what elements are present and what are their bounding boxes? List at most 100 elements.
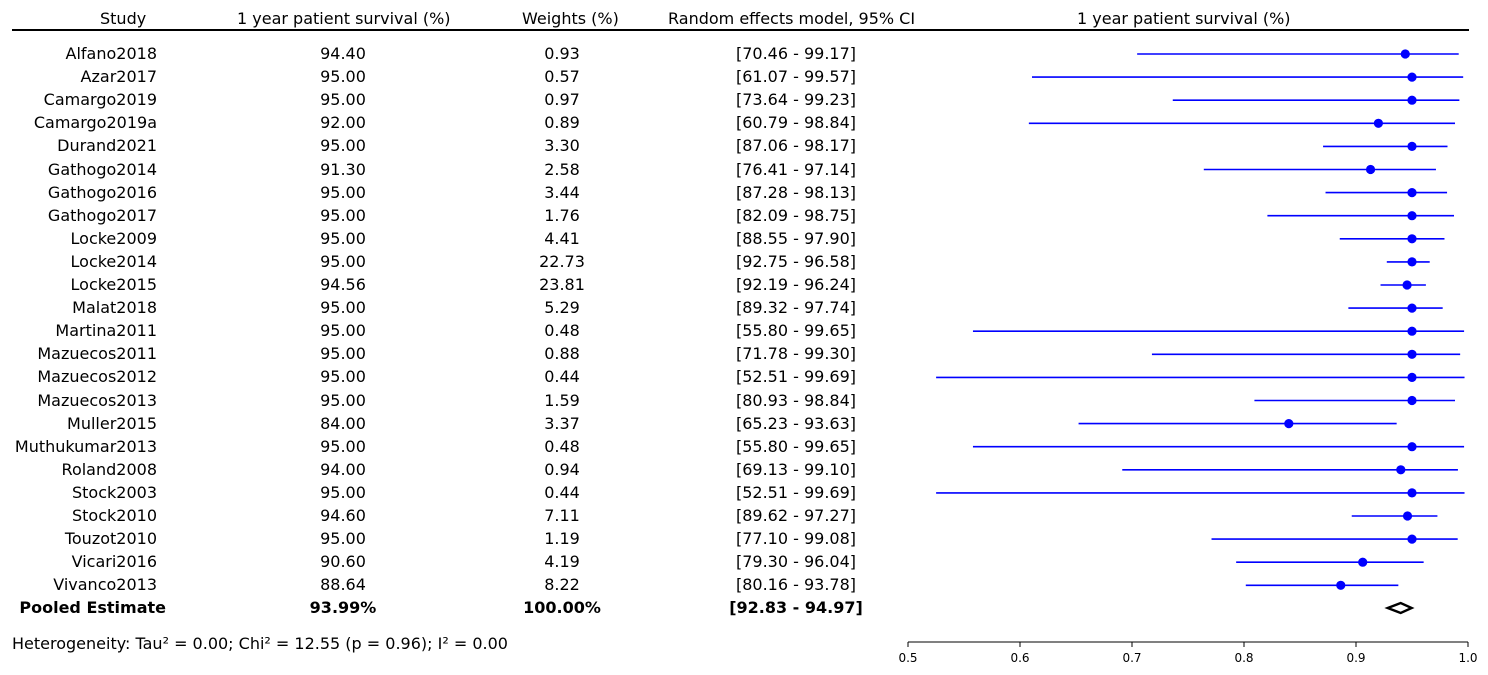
ci-value: [69.13 - 99.10] — [735, 459, 857, 479]
point-estimate — [1407, 372, 1417, 382]
survival-value: 95.00 — [320, 298, 366, 318]
study-name: Locke2014 — [70, 251, 157, 271]
ci-value: [52.51 - 99.69] — [735, 482, 857, 502]
study-name: Gathogo2016 — [47, 182, 157, 202]
study-name: Mazuecos2013 — [37, 390, 157, 410]
survival-value: 95.00 — [320, 251, 366, 271]
ci-value: [55.80 - 99.65] — [735, 436, 857, 456]
point-estimate — [1407, 349, 1417, 359]
ci-value: [79.30 - 96.04] — [735, 552, 857, 572]
header-survival: 1 year patient survival (%) — [237, 9, 451, 28]
x-tick-label: 0.7 — [1122, 651, 1141, 665]
ci-value: [60.79 - 98.84] — [735, 113, 857, 133]
ci-value: [92.19 - 96.24] — [735, 275, 857, 294]
point-estimate — [1396, 465, 1406, 475]
survival-value: 95.00 — [320, 205, 366, 225]
point-estimate — [1407, 188, 1417, 198]
weight-value: 0.97 — [544, 90, 580, 110]
study-name: Durand2021 — [57, 136, 157, 156]
ci-value: [61.07 - 99.57] — [735, 67, 857, 87]
ci-value: [89.62 - 97.27] — [735, 506, 857, 525]
weight-value: 1.76 — [544, 205, 580, 225]
pooled-diamond — [1384, 601, 1415, 615]
point-estimate — [1373, 118, 1383, 128]
point-estimate — [1402, 280, 1412, 290]
point-estimate — [1407, 326, 1417, 336]
ci-value: [92.75 - 96.58] — [735, 251, 857, 271]
ci-value: [73.64 - 99.23] — [735, 90, 857, 110]
study-name: Azar2017 — [80, 67, 157, 87]
weight-value: 0.88 — [544, 344, 580, 364]
weight-value: 0.93 — [544, 44, 580, 63]
survival-value: 94.60 — [320, 506, 366, 525]
weight-value: 3.37 — [544, 413, 580, 433]
study-name: Malat2018 — [72, 298, 157, 318]
ci-value: [76.41 - 97.14] — [735, 159, 857, 179]
study-name: Touzot2010 — [64, 529, 157, 549]
point-estimate — [1284, 419, 1294, 429]
ci-value: [70.46 - 99.17] — [735, 44, 857, 63]
weight-value: 0.44 — [544, 482, 580, 502]
study-name: Mazuecos2011 — [37, 344, 157, 364]
header-weights: Weights (%) — [522, 9, 619, 28]
study-name: Camargo2019 — [43, 90, 157, 110]
point-estimate — [1407, 257, 1417, 267]
survival-value: 91.30 — [320, 159, 366, 179]
pooled-ci: [92.83 - 94.97] — [729, 598, 863, 617]
point-estimate — [1407, 534, 1417, 544]
ci-value: [80.16 - 93.78] — [735, 575, 857, 595]
point-estimate — [1365, 164, 1376, 175]
ci-value: [65.23 - 93.63] — [735, 413, 857, 433]
survival-value: 95.00 — [320, 228, 366, 248]
x-tick-label: 0.6 — [1010, 651, 1029, 665]
study-name: Gathogo2017 — [47, 205, 157, 225]
survival-value: 84.00 — [320, 413, 366, 433]
pooled-survival: 93.99% — [309, 598, 377, 617]
weight-value: 0.48 — [544, 436, 580, 456]
point-estimate — [1336, 580, 1346, 590]
survival-value: 95.00 — [320, 90, 366, 110]
weight-value: 23.81 — [539, 275, 585, 294]
weight-value: 2.58 — [544, 159, 580, 179]
study-name: Locke2015 — [70, 275, 157, 294]
survival-value: 95.00 — [320, 436, 366, 456]
study-name: Vicari2016 — [71, 552, 157, 572]
ci-value: [80.93 - 98.84] — [735, 390, 857, 410]
survival-value: 95.00 — [320, 344, 366, 364]
survival-value: 95.00 — [320, 321, 366, 341]
ci-value: [89.32 - 97.74] — [735, 298, 857, 318]
study-name: Camargo2019a — [33, 113, 157, 133]
survival-value: 95.00 — [320, 482, 366, 502]
study-name: Mazuecos2012 — [37, 367, 157, 387]
x-tick-label: 0.9 — [1346, 651, 1365, 665]
point-estimate — [1407, 442, 1417, 452]
ci-value: [87.28 - 98.13] — [735, 182, 857, 202]
point-estimate — [1407, 211, 1417, 221]
ci-value: [52.51 - 99.69] — [735, 367, 857, 387]
ci-value: [88.55 - 97.90] — [735, 228, 857, 248]
point-estimate — [1407, 395, 1417, 406]
survival-value: 88.64 — [320, 575, 366, 595]
study-name: Muller2015 — [67, 413, 157, 433]
survival-value: 94.40 — [320, 44, 366, 63]
header-plot: 1 year patient survival (%) — [1077, 9, 1291, 28]
point-estimate — [1407, 141, 1417, 151]
study-name: Vivanco2013 — [53, 575, 157, 595]
header-rule — [12, 29, 1469, 31]
weight-value: 22.73 — [539, 251, 585, 271]
survival-value: 94.56 — [320, 275, 366, 294]
survival-value: 95.00 — [320, 182, 366, 202]
study-name: Gathogo2014 — [47, 159, 157, 179]
x-tick-label: 0.5 — [898, 651, 917, 665]
ci-value: [87.06 - 98.17] — [735, 136, 857, 156]
pooled-weight: 100.00% — [523, 598, 601, 617]
survival-value: 95.00 — [320, 529, 366, 549]
study-name: Stock2003 — [72, 482, 157, 502]
point-estimate — [1358, 557, 1368, 567]
point-estimate — [1402, 511, 1413, 521]
survival-value: 95.00 — [320, 136, 366, 156]
weight-value: 0.94 — [544, 459, 580, 479]
survival-value: 95.00 — [320, 367, 366, 387]
weight-value: 4.19 — [544, 552, 580, 572]
